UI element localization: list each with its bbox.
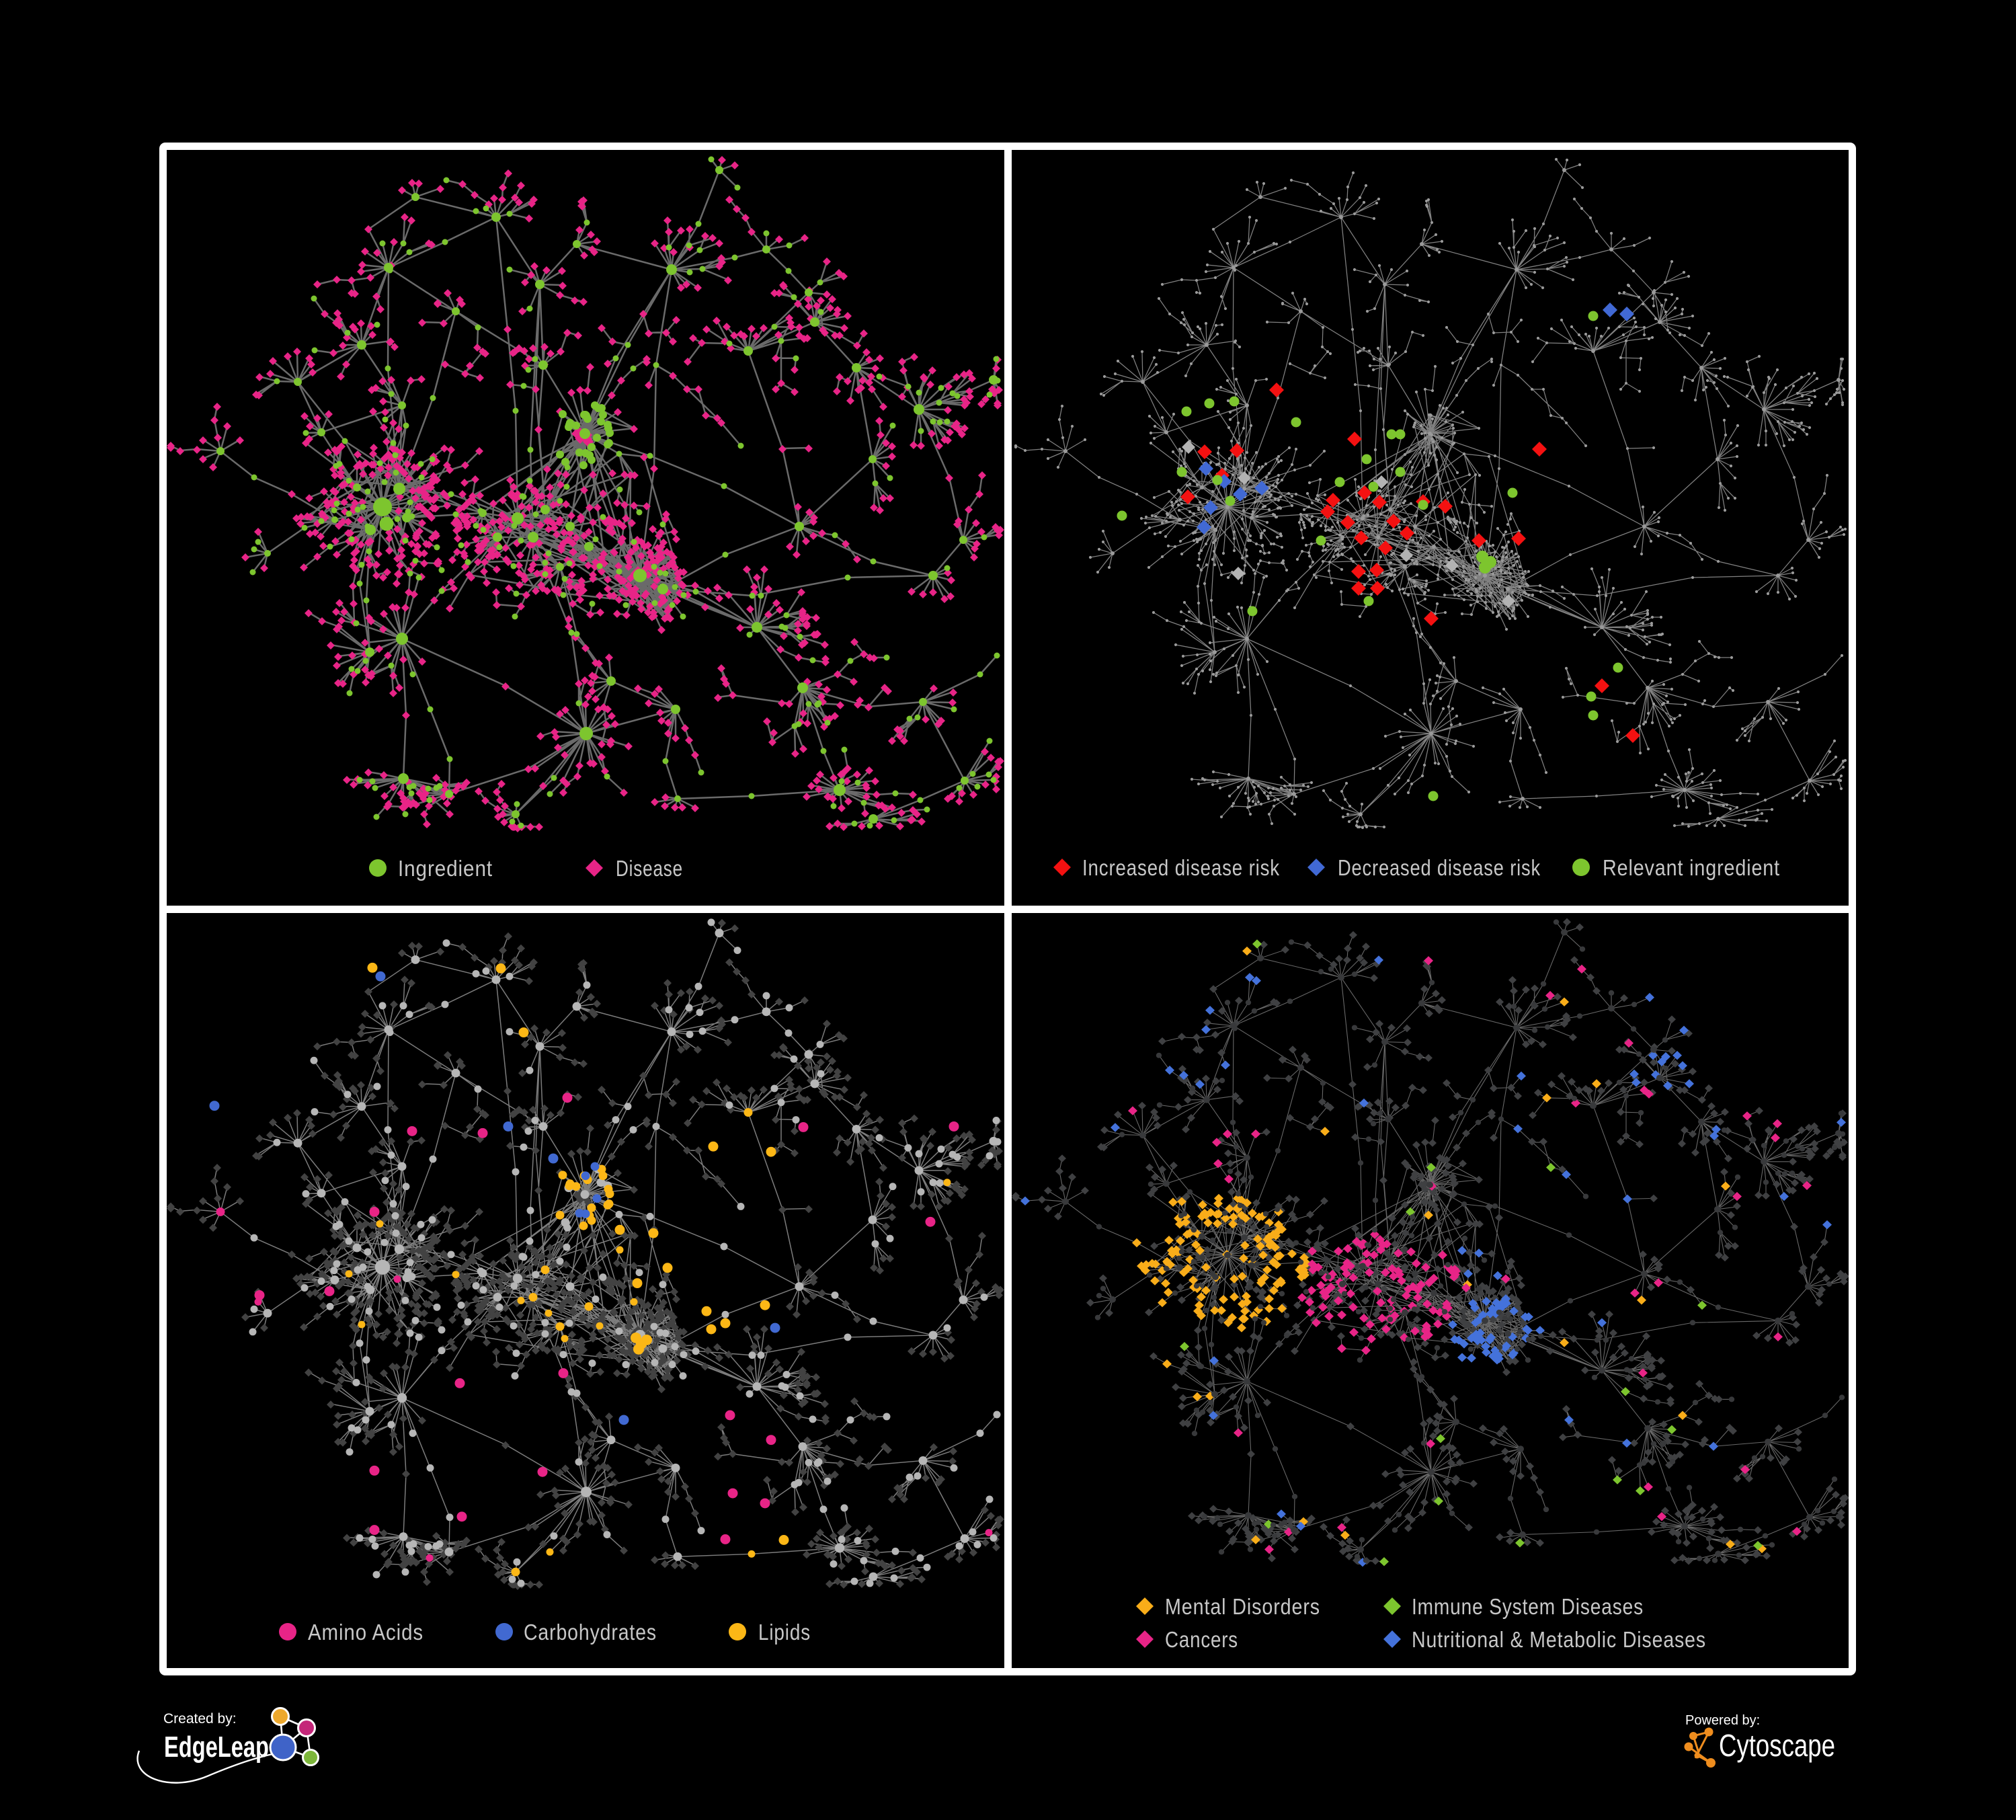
svg-text:Ingredient: Ingredient (398, 856, 493, 881)
svg-text:Relevant ingredient: Relevant ingredient (1603, 855, 1780, 880)
svg-text:Amino Acids: Amino Acids (308, 1620, 424, 1645)
svg-text:Lipids: Lipids (758, 1620, 811, 1645)
svg-text:Disease: Disease (616, 856, 683, 881)
svg-text:Nutritional & Metabolic Diseas: Nutritional & Metabolic Diseases (1412, 1627, 1706, 1652)
svg-text:Cancers: Cancers (1165, 1627, 1238, 1652)
svg-text:Carbohydrates: Carbohydrates (524, 1620, 657, 1645)
svg-text:Cytoscape: Cytoscape (1719, 1728, 1835, 1763)
svg-text:Immune System Diseases: Immune System Diseases (1412, 1594, 1644, 1619)
svg-text:Increased disease risk: Increased disease risk (1082, 855, 1280, 880)
svg-text:EdgeLeap: EdgeLeap (164, 1731, 269, 1764)
svg-text:Decreased disease risk: Decreased disease risk (1338, 855, 1541, 880)
svg-text:Mental Disorders: Mental Disorders (1165, 1594, 1320, 1619)
